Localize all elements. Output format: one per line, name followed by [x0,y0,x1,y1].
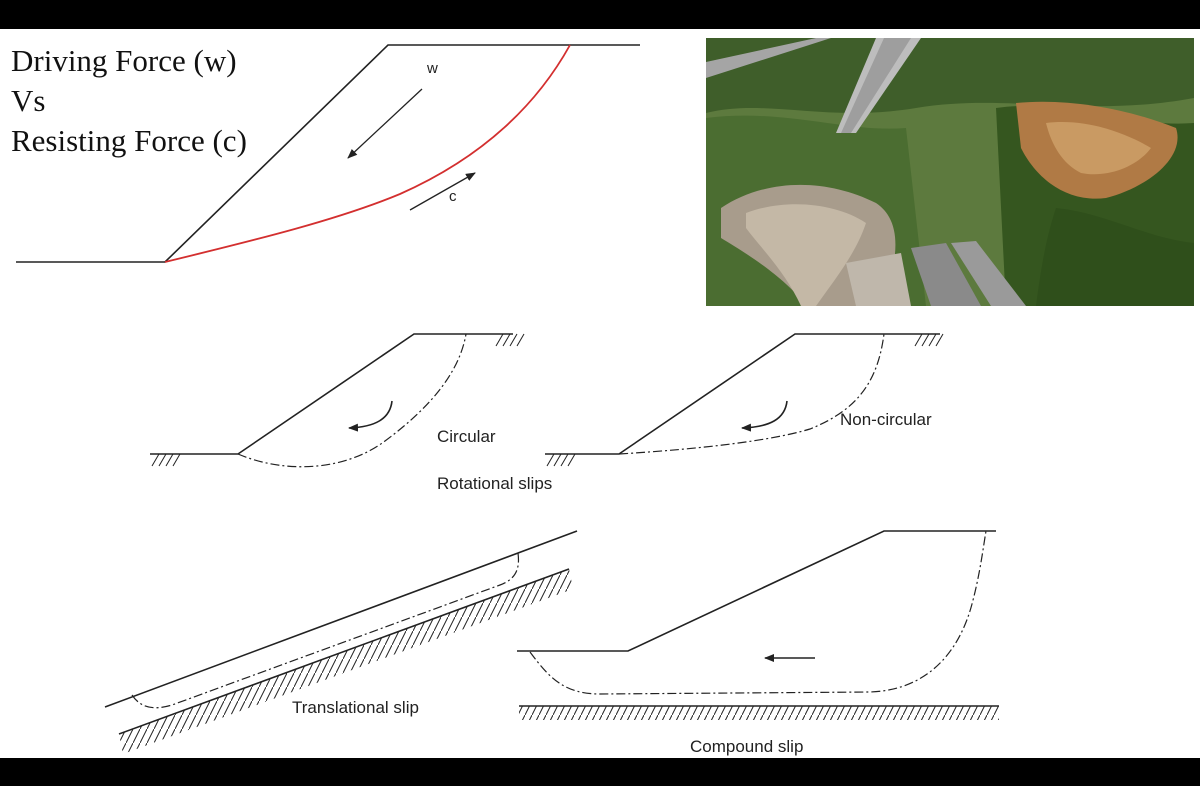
slide: Driving Force (w) Vs Resisting Force (c)… [0,29,1200,758]
resisting-force-label: c [449,188,457,205]
translational-label: Translational slip [292,698,419,717]
circular-label: Circular [437,427,496,446]
translational-slip-surface [131,552,520,709]
slip-surface [164,44,571,263]
translational-slip-diagram: Translational slip [104,530,578,754]
heading-vs: Vs [11,83,46,118]
noncircular-slip-diagram: Non-circular [545,333,944,467]
bottom-letterbox-bar [0,758,1200,786]
circular-slope-profile [150,333,513,455]
noncircular-label: Non-circular [840,410,932,429]
slope-profile [16,44,640,263]
circular-ground-hatch-right [495,333,525,347]
compound-slip-diagram: Compound slip [517,530,999,756]
translational-bedrock-hatch [119,569,573,754]
noncircular-slope-profile [545,333,940,455]
top-letterbox-bar [0,0,1200,29]
noncircular-slip-surface [618,333,885,455]
compound-slope-profile [517,530,996,652]
noncircular-ground-hatch-right [914,333,944,347]
force-diagram: w c [16,44,640,263]
driving-force-label: w [426,60,438,77]
compound-slip-surface [529,530,987,695]
translational-bedrock-line [118,568,570,735]
heading-resisting-force: Resisting Force (c) [11,123,247,158]
circular-rotation-arrow [348,400,393,432]
slope-diagrams: w c Circular [16,44,999,756]
driving-force-arrow [347,88,423,159]
noncircular-ground-hatch-left [546,453,576,467]
circular-ground-hatch-left [151,453,181,467]
circular-slip-diagram: Circular [150,333,525,468]
circular-slip-surface [237,333,467,468]
heading-driving-force: Driving Force (w) [11,43,237,78]
compound-bedrock-hatch [519,706,999,720]
landslide-photo [706,38,1194,306]
compound-label: Compound slip [690,737,803,756]
rotational-slips-caption: Rotational slips [437,474,552,493]
noncircular-rotation-arrow [741,400,788,432]
translational-ground-surface [104,530,578,708]
resisting-force-arrow [409,172,476,211]
